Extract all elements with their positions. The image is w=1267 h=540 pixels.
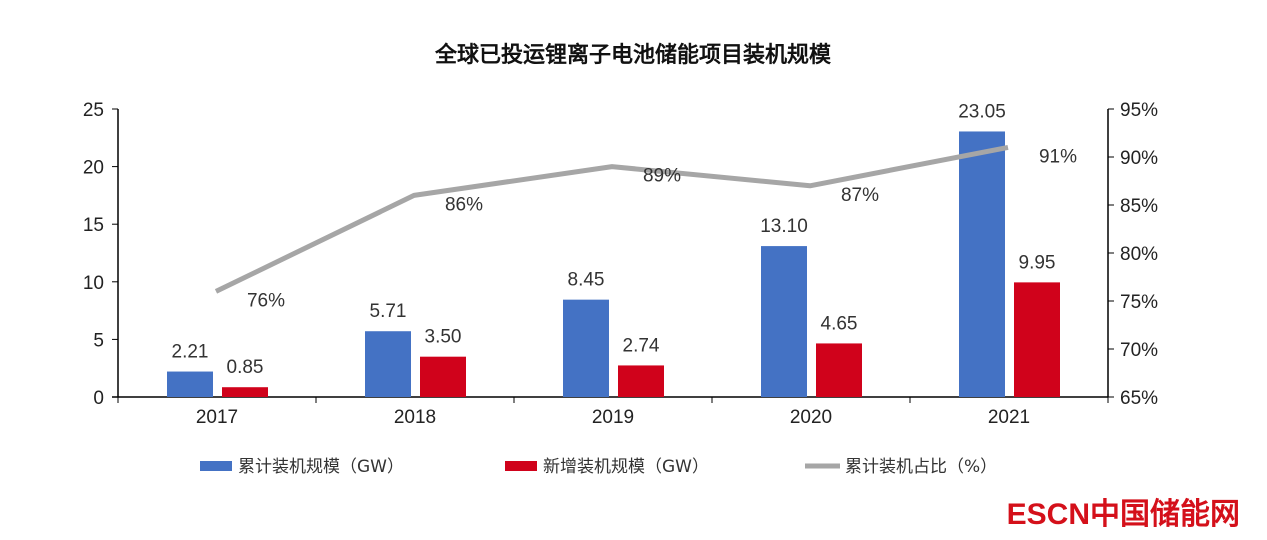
bar-cumulative-2019: [563, 299, 609, 397]
bar-new-2019: [618, 365, 664, 397]
bar-cumulative-2021: [959, 131, 1005, 398]
bar-data-label: 9.95: [1019, 252, 1056, 273]
bar-cumulative-2017: [167, 371, 213, 397]
line-data-label: 86%: [445, 194, 483, 215]
right-tick-label: 90%: [1120, 148, 1158, 169]
right-tick-label: 80%: [1120, 244, 1158, 265]
bar-new-2020: [816, 343, 862, 397]
bar-data-label: 2.21: [172, 342, 209, 363]
bar-data-label: 0.85: [227, 357, 264, 378]
bar-new-2021: [1014, 282, 1060, 397]
bar-data-label: 4.65: [821, 313, 858, 334]
x-tick-label: 2020: [790, 407, 832, 428]
watermark-logo: ESCN中国储能网: [1007, 498, 1240, 531]
left-tick-label: 0: [93, 388, 104, 409]
x-tick-label: 2019: [592, 407, 634, 428]
bar-data-label: 3.50: [425, 327, 462, 348]
bar-cumulative-2018: [365, 331, 411, 397]
legend-swatch-0: [200, 461, 232, 471]
left-tick-label: 10: [83, 273, 104, 294]
legend-swatch-1: [505, 461, 537, 471]
right-tick-label: 75%: [1120, 292, 1158, 313]
left-tick-label: 20: [83, 158, 104, 179]
right-tick-label: 65%: [1120, 388, 1158, 409]
right-tick-label: 85%: [1120, 196, 1158, 217]
chart-title: 全球已投运锂离子电池储能项目装机规模: [434, 42, 832, 68]
right-tick-label: 70%: [1120, 340, 1158, 361]
bar-cumulative-2020: [761, 246, 807, 397]
right-tick-label: 95%: [1120, 100, 1158, 121]
left-tick-label: 5: [93, 330, 104, 351]
bar-data-label: 23.05: [958, 101, 1006, 122]
line-data-label: 87%: [841, 185, 879, 206]
bar-new-2018: [420, 356, 466, 397]
x-tick-label: 2017: [196, 407, 238, 428]
line-data-label: 76%: [247, 290, 285, 311]
line-cumulative-share: [214, 144, 1009, 294]
line-data-label: 89%: [643, 166, 681, 187]
bar-data-label: 2.74: [623, 335, 660, 356]
x-tick-label: 2018: [394, 407, 436, 428]
x-tick-label: 2021: [988, 407, 1030, 428]
left-tick-label: 25: [83, 100, 104, 121]
legend-label: 累计装机规模（GW）: [238, 457, 404, 477]
bar-data-label: 13.10: [760, 216, 808, 237]
bar-data-label: 5.71: [370, 301, 407, 322]
legend-label: 新增装机规模（GW）: [543, 457, 709, 477]
legend-label: 累计装机占比（%）: [845, 457, 997, 477]
bar-new-2017: [222, 387, 268, 397]
line-data-label: 91%: [1039, 146, 1077, 167]
bar-data-label: 8.45: [568, 270, 605, 291]
left-tick-label: 15: [83, 215, 104, 236]
